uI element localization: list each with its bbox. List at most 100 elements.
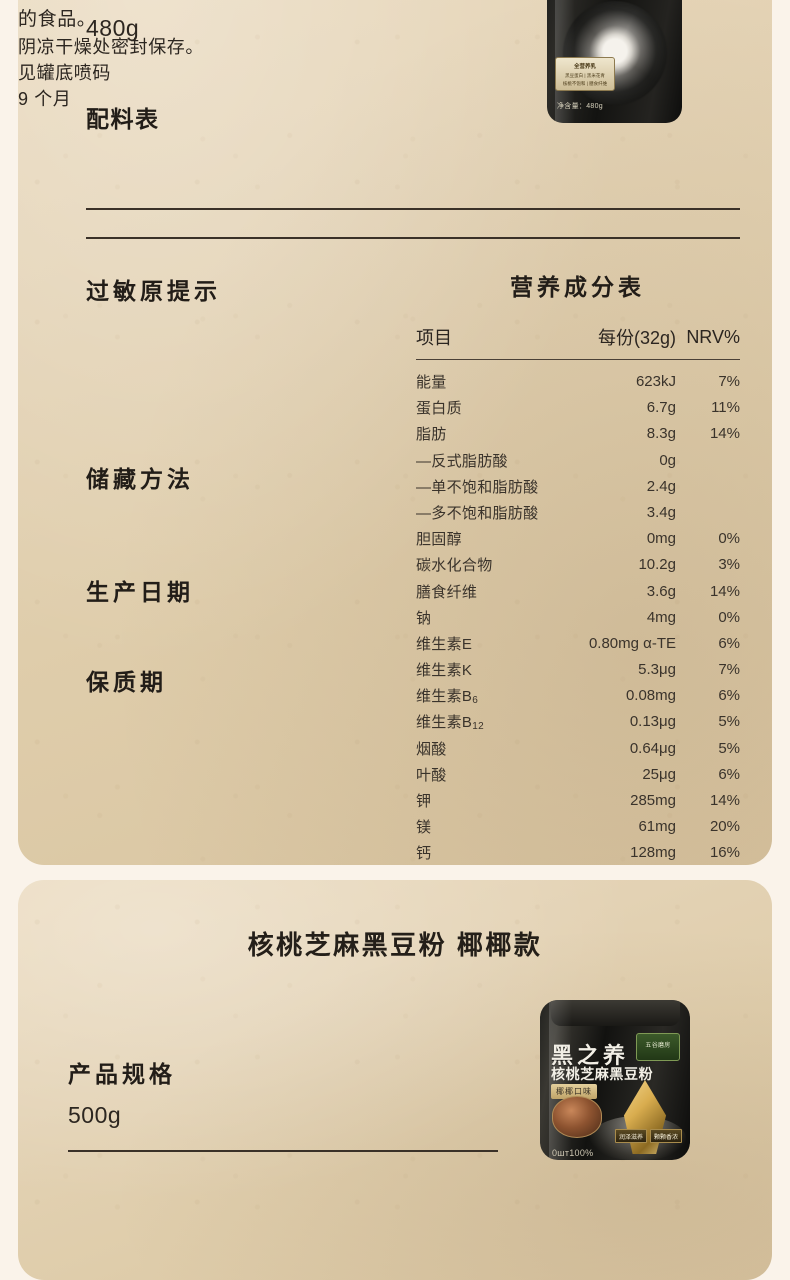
nutrient-amount: 623kJ (635, 373, 676, 390)
nutrient-nrv: 20% (709, 818, 740, 836)
nutrient-amount: 0g (659, 451, 676, 469)
nutrient-amount: 4mg (646, 608, 676, 626)
can-bottom-text: 0шт100% (552, 1148, 594, 1158)
nutrient-nrv: 5% (718, 739, 740, 757)
nutrient-amount: 25μg (642, 765, 676, 783)
nutrient-name: 脂肪 (416, 426, 447, 444)
card-top-inner: 480g 配料表 黑大豆、黑芝麻、黑米、糙米、红枣干、小麦胚芽、 核桃仁、山药、… (18, 0, 772, 865)
table-row: 钙 128mg 16% (416, 840, 740, 865)
divider-under-spec (68, 1150, 498, 1152)
can-quality-badge: 全营养乳 黑豆蛋白 | 黑米花青 核桃不饱和 | 膳食纤维 (555, 57, 615, 91)
can-feature-tag: 颗颗香浓 (649, 1129, 682, 1143)
table-row: 膳食纤维 3.6g 14% (416, 578, 740, 604)
nutrient-nrv: 14% (709, 425, 740, 443)
nutrient-amount: 3.4g (646, 503, 676, 521)
nutrient-name: —反式脂肪酸 (416, 452, 508, 470)
nutrient-amount: 128mg (630, 844, 676, 862)
production-date-heading: 生产日期 (86, 579, 194, 605)
nutrition-table-body: 能量 623kJ 7% 蛋白质 6.7g 11% 脂肪 8.3g 14% —反式脂肪酸 0g —单不饱… (416, 360, 740, 866)
nutrient-amount: 2.4g (646, 477, 676, 495)
table-row: 碳水化合物 10.2g 3% (416, 552, 740, 578)
nutrient-nrv (676, 447, 740, 473)
nutrient-name: 烟酸 (416, 740, 447, 758)
can-brand-seal: 五谷磨房 (636, 1033, 680, 1061)
nutrient-name: 碳水化合物 (416, 557, 493, 575)
ingredients-heading: 配料表 (86, 106, 160, 132)
nutrient-name: 胆固醇 (416, 531, 462, 549)
nutrient-nrv: 6% (718, 634, 740, 652)
storage-heading: 储藏方法 (86, 466, 194, 492)
nutrient-nrv: 6% (718, 687, 740, 705)
can-badge-line3: 核桃不饱和 | 膳食纤维 (562, 81, 608, 86)
table-row: 维生素K 5.3μg 7% (416, 656, 740, 682)
spec-heading: 产品规格 (68, 1061, 176, 1087)
nutrient-amount: 285mg (630, 792, 676, 809)
shelf-life-text: 9 个月 (18, 89, 72, 109)
can-flavor-label: 椰椰口味 (551, 1084, 597, 1099)
nutrient-name: 蛋白质 (416, 400, 462, 418)
nutrition-table-head: 项目 每份(32g) NRV% (416, 324, 740, 360)
nutrient-nrv: 16% (709, 844, 740, 862)
allergen-text: 本产品含有大豆、芝麻、坚果、 含麸质的谷物成分，本生产线也 加工含有鱼类、蛋类、… (18, 0, 292, 30)
col-header-nrv: NRV% (686, 326, 740, 347)
nutrient-nrv: 14% (709, 582, 740, 600)
nutrient-amount: 8.3g (646, 425, 676, 443)
storage-text: 阴凉干燥处密封保存。 (18, 37, 204, 57)
table-row: 维生素B12 0.13μg 5% (416, 709, 740, 735)
can-brand-text: 黑之养 (551, 1043, 630, 1068)
col-header-item: 项目 (416, 328, 452, 348)
nutrient-name: 维生素K (416, 662, 473, 680)
nutrient-name: 维生素E (416, 635, 473, 653)
nutrition-facts-block: 营养成分表 项目 每份(32g) NRV% 能量 623kJ 7% 蛋白质 6.7g 11… (416, 268, 740, 865)
col-header-amount: 每份(32g) (597, 328, 676, 348)
nutrient-name: —多不饱和脂肪酸 (416, 504, 539, 522)
table-row: —反式脂肪酸 0g (416, 447, 740, 473)
can-net-weight-text: 净含量：480g (557, 103, 603, 110)
nutrient-name: 能量 (416, 374, 447, 391)
nutrient-amount: 0.13μg (629, 713, 676, 731)
nutrient-amount: 10.2g (638, 556, 676, 574)
table-row: 蛋白质 6.7g 11% (416, 395, 740, 421)
nutrient-nrv: 6% (718, 765, 740, 783)
nutrition-table: 项目 每份(32g) NRV% 能量 623kJ 7% 蛋白质 6.7g 11% 脂肪 8.3… (416, 324, 740, 865)
nutrient-amount: 61mg (638, 818, 676, 836)
table-row: 维生素B6 0.08mg 6% (416, 683, 740, 709)
nutrient-name: 维生素B6 (416, 688, 479, 707)
nutrient-name: 钙 (416, 845, 432, 863)
can-feature-tags: 润泽滋养 颗颗香浓 (614, 1129, 682, 1143)
nutrient-nrv: 7% (718, 373, 740, 390)
nutrient-amount: 6.7g (646, 399, 676, 417)
nutrient-nrv: 0% (718, 608, 740, 626)
table-row: 钠 4mg 0% (416, 604, 740, 630)
nutrient-name: 维生素B12 (416, 714, 484, 733)
nutrient-nrv: 3% (718, 556, 740, 574)
table-row: 维生素E 0.80mg α-TE 6% (416, 630, 740, 656)
production-date-text: 见罐底喷码 (18, 63, 111, 83)
nutrition-heading: 营养成分表 (510, 274, 645, 300)
can-feature-tag: 润泽滋养 (614, 1129, 647, 1143)
nutrient-nrv: 11% (711, 399, 740, 417)
spec-value: 500g (68, 1102, 122, 1128)
nutrient-name: —单不饱和脂肪酸 (416, 478, 539, 496)
can-product-name: 核桃芝麻黑豆粉 (551, 1066, 654, 1082)
nutrient-amount: 3.6g (646, 582, 676, 600)
nutrient-nrv: 5% (718, 713, 740, 731)
can-seal-text: 五谷磨房 (645, 1043, 671, 1049)
nutrient-amount: 0.08mg (625, 687, 676, 705)
product-headline-bottom: 核桃芝麻黑豆粉 椰椰款 (247, 930, 543, 960)
product-info-card-top: 480g 配料表 黑大豆、黑芝麻、黑米、糙米、红枣干、小麦胚芽、 核桃仁、山药、… (18, 0, 772, 865)
nutrient-name: 叶酸 (416, 766, 447, 784)
nutrient-name: 钾 (416, 793, 432, 810)
nutrient-nrv: 0% (718, 530, 740, 548)
product-detail-page: 480g 配料表 黑大豆、黑芝麻、黑米、糙米、红枣干、小麦胚芽、 核桃仁、山药、… (18, 0, 772, 1280)
nutrient-name: 钠 (416, 609, 432, 627)
table-row: —多不饱和脂肪酸 3.4g (416, 499, 740, 525)
can-badge-line2: 黑豆蛋白 | 黑米花青 (565, 73, 605, 78)
nutrient-amount: 0mg (646, 530, 676, 548)
card-bottom-inner: 产品规格 500g (18, 880, 772, 1280)
nutrient-amount: 0.64μg (629, 739, 676, 757)
table-row: 烟酸 0.64μg 5% (416, 735, 740, 761)
product-can-image-bottom: 黑之养 核桃芝麻黑豆粉 椰椰口味 五谷磨房 润泽滋养 颗颗香浓 0шт100% (540, 1000, 690, 1160)
table-row: —单不饱和脂肪酸 2.4g (416, 473, 740, 499)
can-lid (550, 1000, 680, 1026)
